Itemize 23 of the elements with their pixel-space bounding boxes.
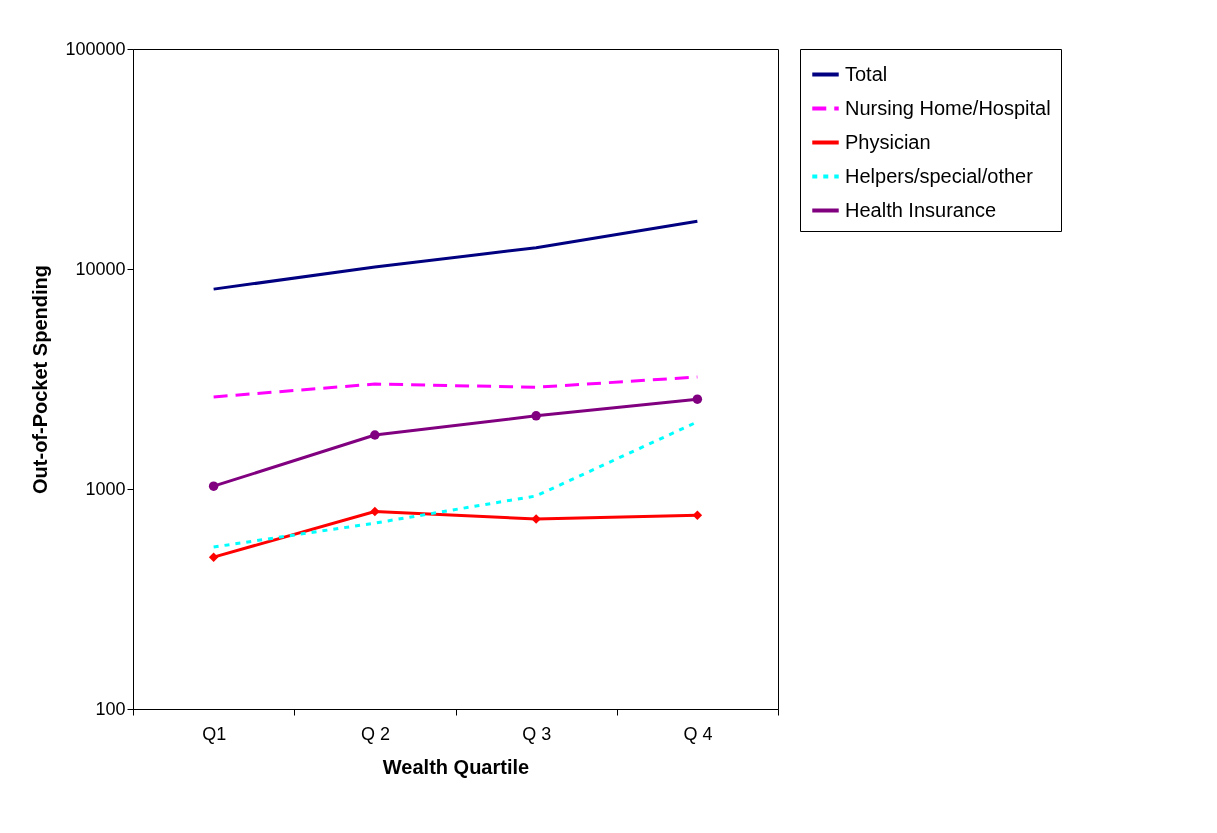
y-tick-label: 10000 — [75, 258, 126, 279]
point — [208, 481, 219, 491]
y-tick-label: 1000 — [85, 478, 126, 499]
x-tick-label: Q 4 — [683, 723, 713, 744]
x-tick-label: Q 2 — [360, 723, 390, 744]
line-series — [212, 219, 699, 291]
legend-label: Physician — [845, 130, 931, 153]
point — [692, 510, 703, 520]
x-tick-label: Q 3 — [522, 723, 552, 744]
x-axis-title: Wealth Quartile — [382, 755, 530, 778]
y-tick-label: 100 — [95, 698, 126, 719]
legend-label: Nursing Home/Hospital — [845, 96, 1051, 119]
point — [531, 411, 541, 421]
legend-label: Health Insurance — [845, 198, 997, 221]
point — [208, 552, 219, 562]
point — [692, 394, 703, 404]
y-axis-title: Out-of-Pocket Spending — [29, 265, 52, 494]
legend-label: Helpers/special/other — [845, 164, 1034, 187]
point — [370, 430, 380, 440]
y-tick-label: 100000 — [65, 38, 126, 59]
point — [370, 506, 380, 517]
legend-label: Total — [845, 62, 888, 85]
x-tick-label: Q1 — [202, 723, 227, 744]
